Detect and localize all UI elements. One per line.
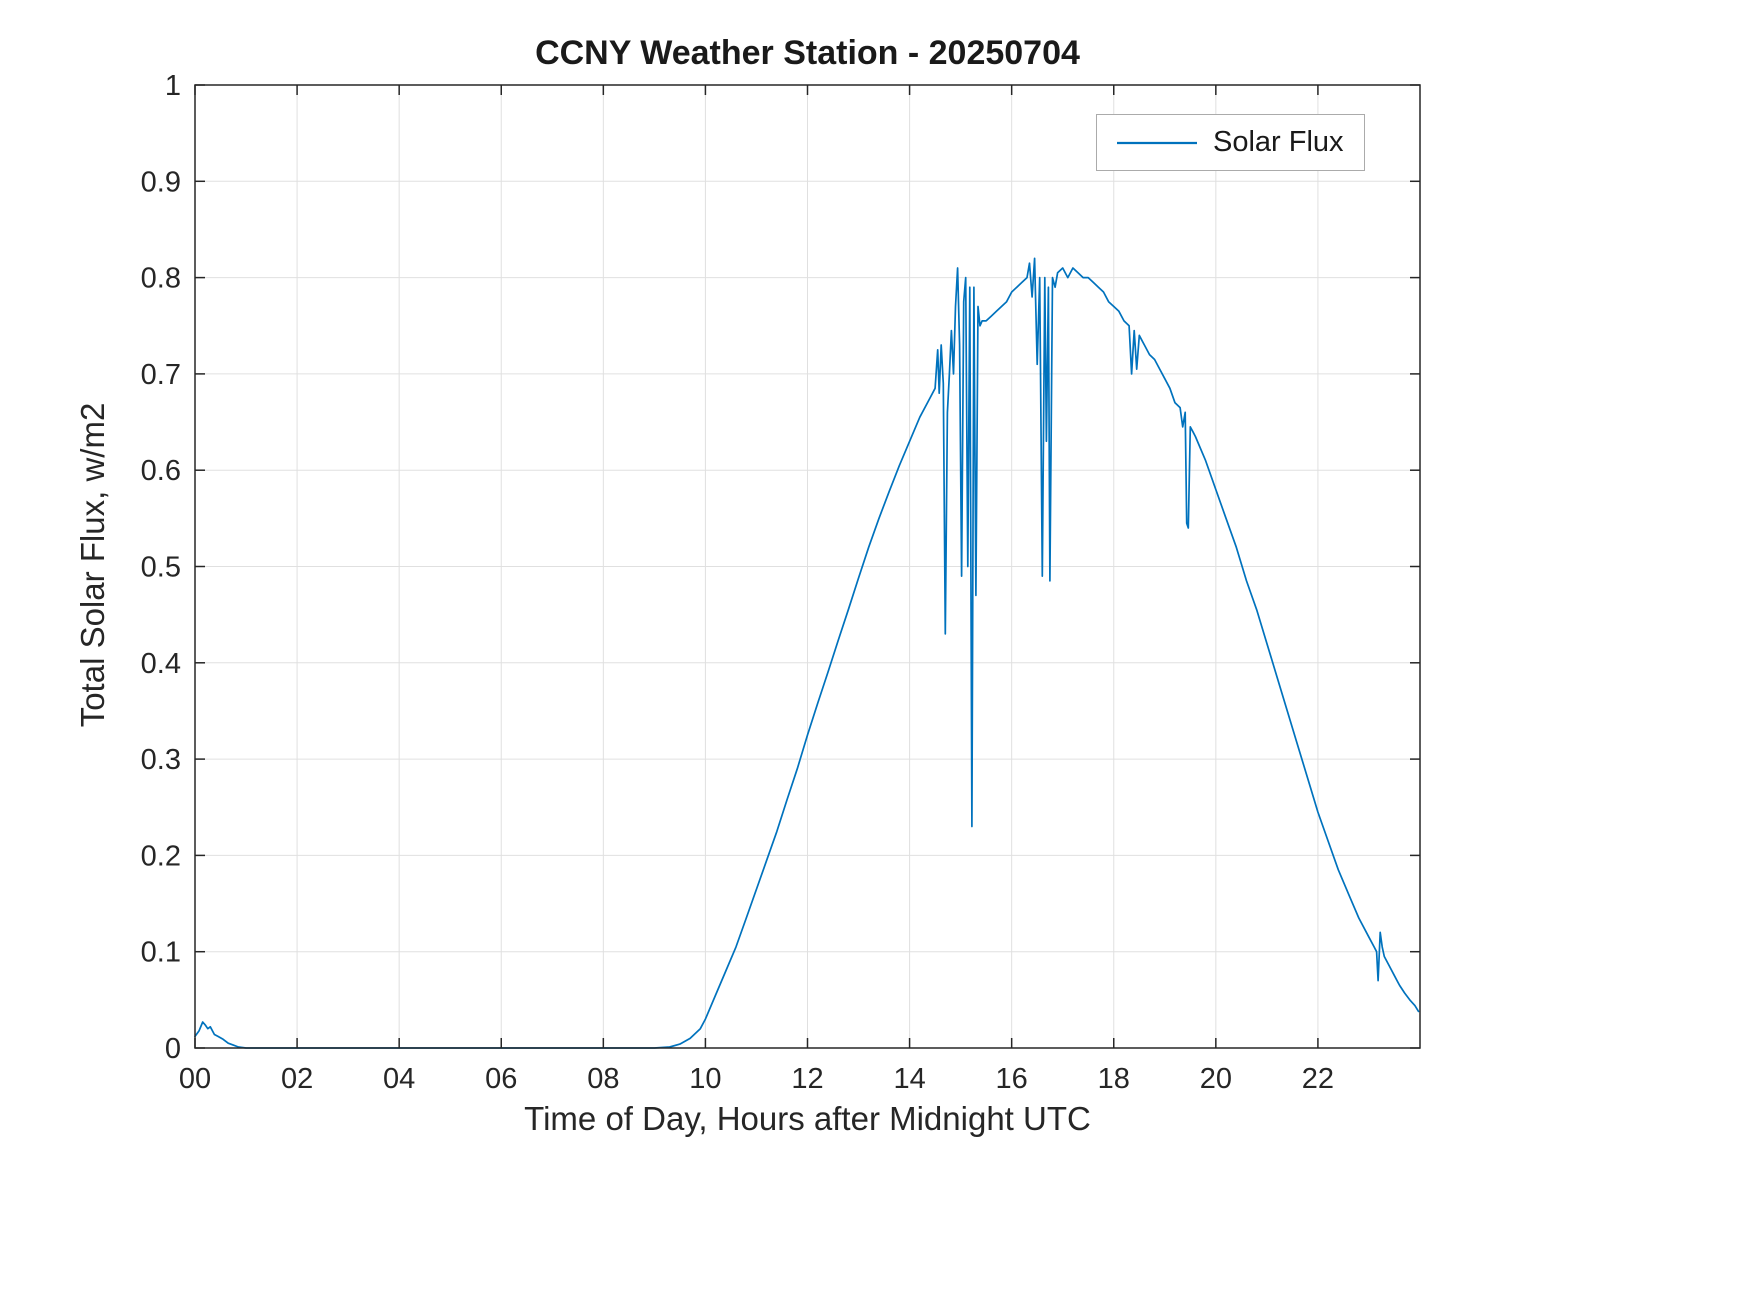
legend: Solar Flux	[1096, 114, 1365, 171]
y-tick-label: 0.1	[141, 937, 181, 969]
x-tick-label: 12	[791, 1063, 823, 1095]
y-tick-label: 0.9	[141, 166, 181, 198]
x-tick-label: 14	[893, 1063, 925, 1095]
x-tick-label: 06	[485, 1063, 517, 1095]
legend-line-sample	[1117, 141, 1197, 144]
x-tick-label: 16	[996, 1063, 1028, 1095]
x-tick-label: 20	[1200, 1063, 1232, 1095]
x-axis-label: Time of Day, Hours after Midnight UTC	[524, 1100, 1091, 1137]
x-tick-label: 08	[587, 1063, 619, 1095]
y-tick-label: 0.3	[141, 744, 181, 776]
legend-entry-label: Solar Flux	[1213, 126, 1344, 158]
y-tick-label: 0.2	[141, 840, 181, 872]
solar-flux-line	[194, 257, 1420, 1049]
y-tick-label: 0	[165, 1033, 181, 1065]
y-tick-label: 0.7	[141, 359, 181, 391]
chart-title: CCNY Weather Station - 20250704	[535, 34, 1080, 72]
y-tick-label: 0.6	[141, 455, 181, 487]
x-tick-label: 02	[281, 1063, 313, 1095]
x-tick-label: 10	[689, 1063, 721, 1095]
y-tick-label: 0.5	[141, 552, 181, 584]
x-tick-label: 18	[1098, 1063, 1130, 1095]
x-tick-label: 00	[179, 1063, 211, 1095]
x-tick-label: 22	[1302, 1063, 1334, 1095]
x-tick-label: 04	[383, 1063, 415, 1095]
y-axis-label: Total Solar Flux, w/m2	[74, 402, 111, 728]
y-tick-label: 1	[165, 70, 181, 102]
y-tick-label: 0.4	[141, 648, 181, 680]
y-tick-label: 0.8	[141, 263, 181, 295]
